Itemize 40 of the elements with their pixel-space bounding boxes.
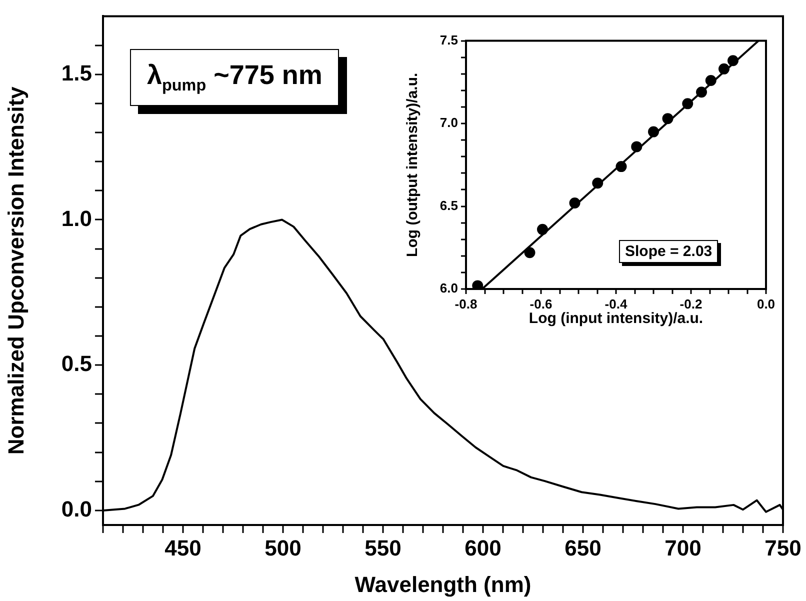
y-tick-label: 7.5 — [440, 32, 458, 48]
y-axis-title: Log (output intensity)/a.u. — [404, 72, 422, 257]
x-axis-title: Log (input intensity)/a.u. — [528, 310, 704, 328]
point — [662, 113, 674, 124]
y-tick-label: 6.5 — [440, 198, 458, 213]
annotation: λ$_{pump}$ ~775 nm — [130, 49, 340, 106]
x-tick-label: 550 — [364, 535, 402, 560]
point — [524, 247, 536, 258]
point — [696, 86, 707, 98]
point — [616, 161, 627, 172]
y-tick-label: 0.0 — [61, 496, 92, 522]
x-tick-label: -0.6 — [530, 296, 552, 312]
point — [728, 55, 738, 66]
y-tick-label: 1.0 — [61, 206, 92, 231]
point — [537, 224, 548, 235]
y-axis-title: Normalized Upconversion Intensity — [3, 86, 28, 455]
x-tick-label: 500 — [264, 535, 302, 560]
x-tick-label: 700 — [664, 535, 702, 560]
y-tick-label: 0.5 — [61, 351, 92, 376]
x-tick-label: 600 — [464, 535, 502, 560]
point — [718, 63, 730, 74]
x-tick-label: 750 — [764, 535, 802, 560]
point — [631, 141, 642, 152]
annotation: Slope = 2.03 — [619, 240, 718, 263]
y-tick-label: 6.0 — [440, 280, 458, 296]
x-tick-label: -0.4 — [604, 296, 628, 312]
y-tick-label: 1.5 — [61, 60, 92, 86]
point — [682, 98, 694, 110]
x-tick-label: 450 — [164, 535, 202, 560]
point — [472, 280, 484, 289]
y-tick-label: 7.0 — [440, 115, 458, 130]
x-tick-label: -0.2 — [680, 296, 702, 312]
x-tick-label: 650 — [564, 535, 602, 560]
point — [705, 75, 716, 86]
x-axis-title: Wavelength (nm) — [354, 572, 532, 597]
x-tick-label: 0.0 — [756, 296, 776, 312]
x-tick-label: -0.8 — [454, 296, 478, 312]
point — [648, 126, 659, 138]
point — [592, 178, 604, 189]
point — [569, 197, 580, 208]
